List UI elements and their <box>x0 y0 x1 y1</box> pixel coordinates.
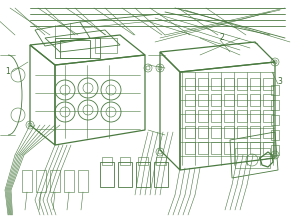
Bar <box>250 126 260 138</box>
Bar <box>211 110 221 122</box>
Bar <box>237 126 247 138</box>
Text: 2: 2 <box>220 34 224 42</box>
Bar <box>36 170 46 192</box>
Bar <box>263 110 273 122</box>
Bar <box>237 110 247 122</box>
Bar <box>156 157 166 165</box>
Bar <box>198 94 208 106</box>
Bar <box>224 142 234 154</box>
Bar <box>64 170 74 192</box>
Bar <box>102 157 112 165</box>
Bar <box>271 145 279 155</box>
Bar <box>271 100 279 110</box>
Text: 3: 3 <box>278 78 282 87</box>
Bar <box>95 38 117 53</box>
Bar <box>224 78 234 90</box>
Bar <box>78 170 88 192</box>
Bar <box>185 110 195 122</box>
Bar <box>211 126 221 138</box>
Bar <box>136 162 150 187</box>
Bar <box>118 162 132 187</box>
Bar <box>263 142 273 154</box>
Bar <box>50 170 60 192</box>
Bar <box>224 94 234 106</box>
Bar <box>250 142 260 154</box>
Bar <box>100 162 114 187</box>
Bar <box>237 78 247 90</box>
Bar <box>211 94 221 106</box>
Bar <box>185 78 195 90</box>
Bar <box>211 78 221 90</box>
Bar <box>271 130 279 140</box>
Bar <box>237 94 247 106</box>
Bar <box>263 94 273 106</box>
Bar <box>237 142 247 154</box>
Bar <box>263 78 273 90</box>
Bar <box>198 126 208 138</box>
Bar <box>185 94 195 106</box>
Bar <box>211 142 221 154</box>
Bar <box>271 85 279 95</box>
Bar <box>198 142 208 154</box>
Bar <box>250 94 260 106</box>
Bar <box>235 148 270 168</box>
Bar <box>22 170 32 192</box>
Bar <box>60 40 90 58</box>
Bar <box>224 126 234 138</box>
Bar <box>138 157 148 165</box>
Text: 1: 1 <box>6 67 10 76</box>
Bar <box>185 126 195 138</box>
Bar <box>198 78 208 90</box>
Bar <box>263 126 273 138</box>
Bar <box>120 157 130 165</box>
Bar <box>250 110 260 122</box>
Bar <box>198 110 208 122</box>
Bar <box>224 110 234 122</box>
Bar <box>271 115 279 125</box>
Bar <box>250 78 260 90</box>
Bar <box>154 162 168 187</box>
Bar <box>185 142 195 154</box>
Bar <box>55 38 100 58</box>
